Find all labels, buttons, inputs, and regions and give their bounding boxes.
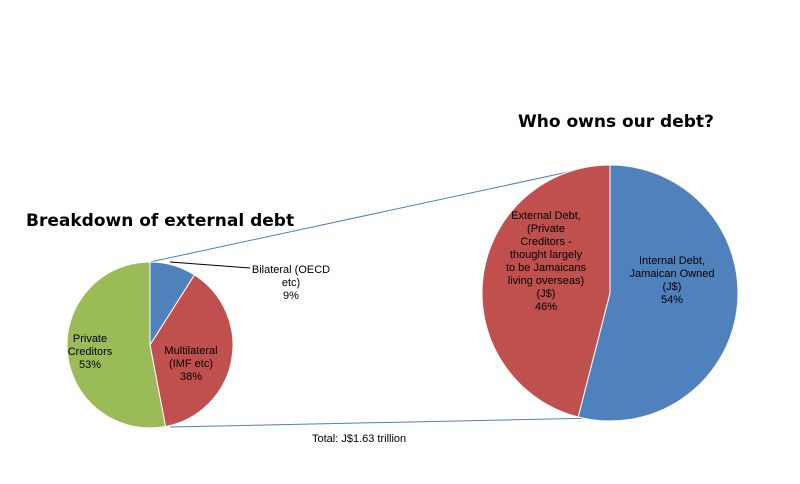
chart-title-debt-ownership: Who owns our debt? bbox=[518, 112, 714, 132]
leader-line-bilateral bbox=[169, 261, 251, 269]
connector-line-bottom bbox=[169, 417, 599, 428]
pie-slice-multilateral-imf-etc bbox=[149, 274, 234, 428]
connector-line-top bbox=[149, 165, 597, 263]
pie-debt-ownership: Internal Debt, Jamaican Owned (J$) 54% Exter… bbox=[481, 164, 739, 422]
slice-label-external-debt-private-creditors-thought-largely-to-be-jamaicans-living-overseas-j: External Debt, (Private Creditors -thought… bbox=[506, 210, 587, 313]
slice-label-multilateral-imf-etc: Multilateral (IMF etc) 38% bbox=[164, 345, 217, 383]
total-label: Total: J$1.63 trillion bbox=[312, 433, 406, 445]
pie-slice-external-debt-private-creditors-thought-largely-to-be-jamaicans-living-overseas-j bbox=[481, 164, 611, 418]
slice-label-internal-debt-jamaican-owned-j: Internal Debt, Jamaican Owned (J$) 54% bbox=[630, 255, 715, 306]
connector-lines bbox=[149, 165, 599, 428]
slice-label-bilateral-oecd-etc: Bilateral (OECD etc) 9% bbox=[252, 264, 330, 302]
pie-slice-internal-debt-jamaican-owned-j bbox=[577, 164, 739, 422]
slice-label-private-creditors: Private Creditors 53% bbox=[68, 333, 113, 371]
pie-external-debt: Bilateral (OECD etc) 9% Multilateral (IMF et… bbox=[66, 261, 330, 429]
chart-title-external-breakdown: Breakdown of external debt bbox=[26, 211, 294, 231]
pie-slice-private-creditors bbox=[66, 261, 167, 429]
